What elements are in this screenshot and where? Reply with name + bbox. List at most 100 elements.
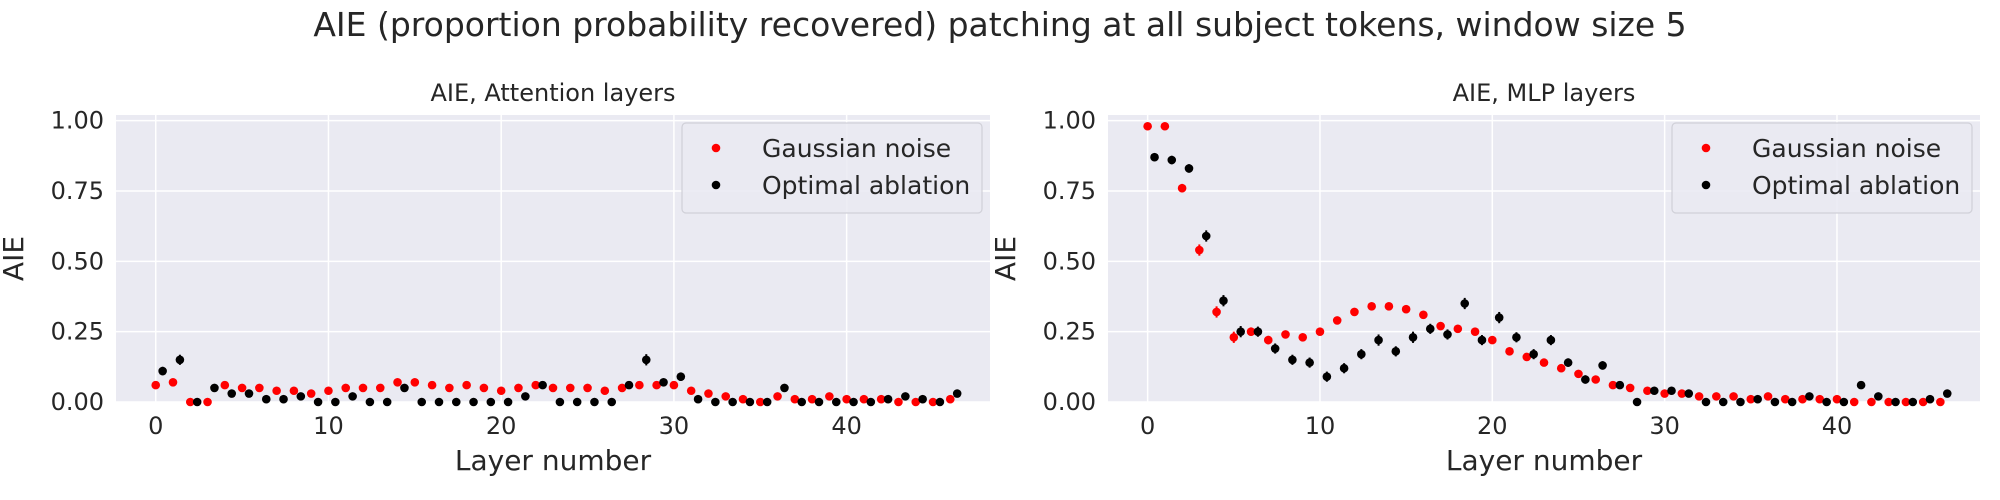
data-point [1229,332,1239,342]
data-point [1201,231,1211,241]
data-point [1339,363,1349,373]
y-tick-label: 0.00 [51,388,104,416]
data-point [168,378,178,387]
data-point [192,397,202,407]
data-point [531,380,541,390]
data-point [1925,394,1935,404]
data-point [1401,304,1411,314]
data-point [1856,380,1866,390]
data-point [261,394,271,404]
data-point [1805,392,1814,401]
data-point [825,392,834,401]
data-point [780,383,789,393]
data-point [1822,397,1831,407]
data-point [1839,397,1849,407]
data-point [600,386,610,396]
x-tick-label: 20 [1477,412,1508,440]
data-point [859,394,869,404]
y-tick-label: 0.50 [1043,247,1096,275]
data-point [814,397,824,407]
data-point [503,397,513,407]
data-point [1505,347,1514,356]
series-optimal-ablation [1150,152,1952,407]
data-point [1419,310,1428,320]
data-point [375,383,385,393]
data-point [158,366,167,376]
data-point [462,380,471,390]
data-point [1598,361,1607,370]
data-point [721,392,731,401]
data-point [1539,358,1549,367]
data-point [1212,307,1221,317]
series-optimal-ablation [158,354,962,407]
data-point [952,389,962,398]
data-point [901,392,910,401]
data-point [1736,397,1745,407]
y-tick-label: 1.00 [51,107,104,135]
data-point [1942,389,1952,398]
data-point [1263,335,1273,345]
data-point [521,392,530,401]
data-point [365,397,375,407]
data-point [348,392,357,401]
data-point [1643,386,1652,396]
data-point [607,397,617,407]
data-point [1684,389,1694,398]
data-point [400,383,409,393]
data-point [883,394,893,404]
data-point [866,397,876,407]
data-point [1884,397,1893,407]
data-point [565,383,575,393]
data-point [1867,397,1876,407]
data-point [711,397,720,407]
data-point [1236,327,1245,336]
data-point [572,397,582,407]
y-tick-label: 0.75 [1043,177,1096,205]
data-point [220,380,230,390]
data-point [1453,324,1463,334]
data-point [876,394,886,404]
data-point [1763,392,1773,401]
data-point [935,397,945,407]
data-point [1874,392,1883,401]
data-point [1160,121,1170,131]
data-point [1195,245,1204,255]
x-tick-label: 40 [831,412,862,440]
data-point [1270,344,1280,353]
data-point [911,397,921,407]
legend-box [1671,122,1973,214]
data-point [1563,358,1573,367]
data-point [1574,369,1583,379]
y-axis-label: AIE [0,236,30,281]
x-tick-label: 20 [486,412,517,440]
data-point [1357,349,1366,359]
data-point [313,397,323,407]
legend-marker [1701,143,1711,153]
data-point [1660,389,1669,398]
data-point [1936,397,1945,407]
data-point [1184,164,1194,173]
data-point [324,386,333,396]
data-point [1384,302,1394,311]
legend-box [681,122,983,214]
data-point [244,389,254,398]
chart-panel-1: AIE, Attention layers 0 10 20 30 40 0.00 0.25 0.… [0,79,990,477]
x-tick-label: 0 [1140,412,1155,440]
data-point [1408,332,1418,342]
data-point [831,397,841,407]
data-point [1667,386,1676,396]
data-point [1546,335,1556,345]
data-point [341,383,351,393]
data-point [1581,375,1590,384]
data-point [773,392,782,401]
panel-title: AIE, Attention layers [430,79,675,107]
legend-label: Gaussian noise [1752,134,1941,163]
data-point [434,397,444,407]
data-point [928,397,938,407]
data-point [410,378,420,387]
data-point [1608,380,1618,390]
data-point [1615,380,1625,390]
data-point [1177,183,1187,193]
data-point [1350,307,1359,317]
